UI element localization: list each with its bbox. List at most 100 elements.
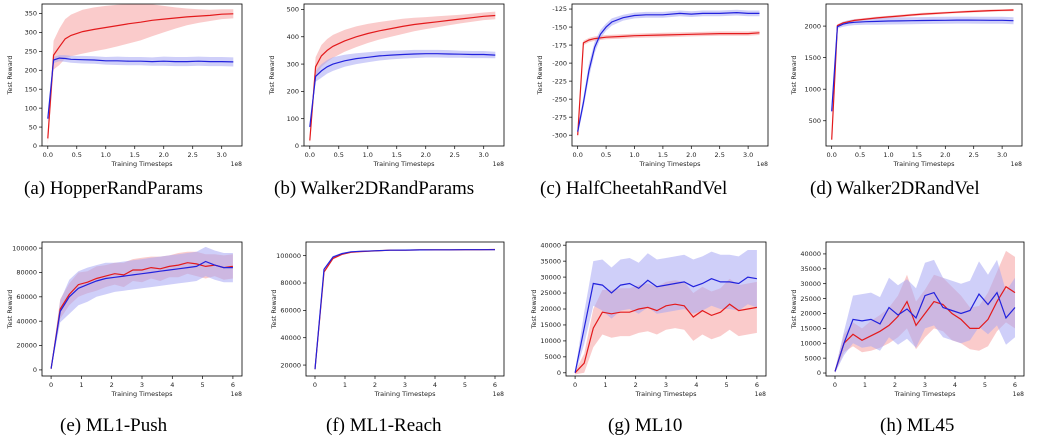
x-axis-exponent: 1e8 xyxy=(493,161,505,168)
y-tick-label: 1500 xyxy=(804,54,821,62)
x-tick-label: 2.5 xyxy=(715,151,725,159)
y-tick-label: 60000 xyxy=(16,293,37,301)
x-tick-label: 6 xyxy=(231,381,235,389)
x-tick-label: 0.0 xyxy=(827,151,837,159)
x-tick-label: 1.5 xyxy=(392,151,402,159)
x-tick-label: 0.0 xyxy=(573,151,583,159)
y-tick-label: 20000 xyxy=(800,310,821,318)
chart-walker2d-rand-params: 0.0 0.5 1.0 1.5 2.0 2.5 3.0 0 100 200 300 400 500 Tra… xyxy=(268,3,505,168)
caption-ml45: (h) ML45 xyxy=(880,415,955,436)
series-red-line xyxy=(577,32,760,136)
x-tick-label: 2 xyxy=(373,381,377,389)
chart-panel-hopper: 0.0 0.5 1.0 1.5 2.0 2.5 3.0 0 50 100 150 200 250 300 3… xyxy=(0,0,260,224)
series-red-band xyxy=(47,4,234,145)
x-tick-label: 0.0 xyxy=(305,151,315,159)
y-tick-label: -275 xyxy=(552,113,567,121)
y-tick-label: 200 xyxy=(25,66,37,74)
y-tick-label: 250 xyxy=(25,48,37,56)
series-red-line xyxy=(50,262,233,369)
x-tick-label: 0 xyxy=(313,381,317,389)
series-red-line xyxy=(314,248,496,370)
x-tick-label: 2.0 xyxy=(940,151,950,159)
y-tick-label: -250 xyxy=(552,95,567,103)
y-tick-label: 500 xyxy=(287,6,299,14)
y-axis-label: Test Reward xyxy=(530,289,538,329)
x-tick-label: 3 xyxy=(140,381,144,389)
y-tick-label: -175 xyxy=(552,41,567,49)
y-tick-label: 1000 xyxy=(804,85,821,93)
caption-ml10: (g) ML10 xyxy=(608,415,683,436)
y-tick-label: 0 xyxy=(33,142,37,150)
x-tick-label: 5 xyxy=(201,381,205,389)
chart-panel-halfcheetah: 0.0 0.5 1.0 1.5 2.0 2.5 3.0 -300 -275 -250 -225 -20… xyxy=(524,0,784,224)
series-blue-line xyxy=(309,53,496,127)
y-tick-label: 5000 xyxy=(544,353,561,361)
series-blue-band xyxy=(47,55,234,123)
chart-ml45: 0 1 2 3 4 5 6 0 5000 10000 15000 20000 25000 30000 350… xyxy=(790,241,1025,398)
series-blue-line xyxy=(47,57,234,119)
y-tick-label: 0 xyxy=(33,366,37,374)
y-tick-label: 150 xyxy=(25,85,37,93)
x-tick-label: 0 xyxy=(573,381,577,389)
y-tick-label: 40000 xyxy=(800,250,821,258)
x-tick-label: 0.5 xyxy=(334,151,344,159)
series-blue-band xyxy=(315,249,495,370)
x-axis-exponent: 1e8 xyxy=(231,391,243,398)
caption-walker-params: (b) Walker2DRandParams xyxy=(274,178,475,199)
x-tick-label: 2 xyxy=(893,381,897,389)
x-axis-label: Training Timesteps xyxy=(638,160,701,168)
x-tick-label: 1.5 xyxy=(912,151,922,159)
chart-panel-ml10: 0 1 2 3 4 5 6 0 5000 10000 15000 20000 25000 30000 350… xyxy=(524,228,784,448)
x-tick-label: 1.0 xyxy=(101,151,111,159)
x-tick-label: 2 xyxy=(110,381,114,389)
x-tick-label: 2.0 xyxy=(686,151,696,159)
y-tick-label: 0 xyxy=(817,369,821,377)
y-tick-label: 20000 xyxy=(280,361,301,369)
x-tick-label: 5 xyxy=(725,381,729,389)
x-axis-exponent: 1e8 xyxy=(757,161,769,168)
y-axis-label: Test Reward xyxy=(536,55,544,95)
y-tick-label: -125 xyxy=(552,5,567,13)
x-tick-label: 1 xyxy=(79,381,83,389)
series-red-band xyxy=(831,8,1014,141)
x-tick-label: 1.5 xyxy=(130,151,140,159)
y-tick-label: 25000 xyxy=(800,295,821,303)
y-tick-label: 15000 xyxy=(800,325,821,333)
y-tick-label: 80000 xyxy=(16,269,37,277)
y-tick-label: 20000 xyxy=(540,305,561,313)
y-tick-label: 20000 xyxy=(16,342,37,350)
x-tick-label: 0.5 xyxy=(72,151,82,159)
y-tick-label: 10000 xyxy=(800,339,821,347)
y-axis-label: Test Reward xyxy=(268,55,276,95)
y-tick-label: 35000 xyxy=(800,265,821,273)
series-blue-band xyxy=(309,49,496,130)
series-blue-line xyxy=(577,11,760,132)
x-tick-label: 6 xyxy=(755,381,759,389)
y-tick-label: -225 xyxy=(552,77,567,85)
y-axis-label: Test Reward xyxy=(6,55,14,95)
series-blue-band xyxy=(835,259,1015,373)
chart-ml10: 0 1 2 3 4 5 6 0 5000 10000 15000 20000 25000 30000 350… xyxy=(530,241,767,398)
chart-panel-ml45: 0 1 2 3 4 5 6 0 5000 10000 15000 20000 25000 30000 350… xyxy=(786,228,1042,448)
x-tick-label: 3 xyxy=(664,381,668,389)
series-red-line xyxy=(834,285,1016,372)
plot-frame xyxy=(825,3,1023,147)
series-blue-line xyxy=(50,260,233,369)
x-tick-label: 3.0 xyxy=(479,151,489,159)
y-tick-label: 35000 xyxy=(540,257,561,265)
series-blue-band xyxy=(51,246,233,370)
x-tick-label: 2.5 xyxy=(450,151,460,159)
x-tick-label: 3.0 xyxy=(743,151,753,159)
chart-panel-ml1-push: 0 1 2 3 4 5 6 0 20000 40000 60000 80000 100000 Traini… xyxy=(0,228,260,448)
series-red-line xyxy=(831,9,1014,140)
y-tick-label: 200 xyxy=(287,88,299,96)
x-axis-label: Training Timesteps xyxy=(373,390,436,398)
y-tick-label: 2000 xyxy=(804,22,821,30)
x-tick-label: 2.0 xyxy=(159,151,169,159)
plot-frame xyxy=(571,3,769,147)
x-tick-label: 3.0 xyxy=(997,151,1007,159)
x-axis-exponent: 1e8 xyxy=(1011,161,1023,168)
chart-walker2d-rand-vel: 0.0 0.5 1.0 1.5 2.0 2.5 3.0 500 1000 1500 2000 Trai… xyxy=(790,3,1023,168)
series-red-band xyxy=(577,30,760,139)
y-axis-label: Test Reward xyxy=(790,55,798,95)
